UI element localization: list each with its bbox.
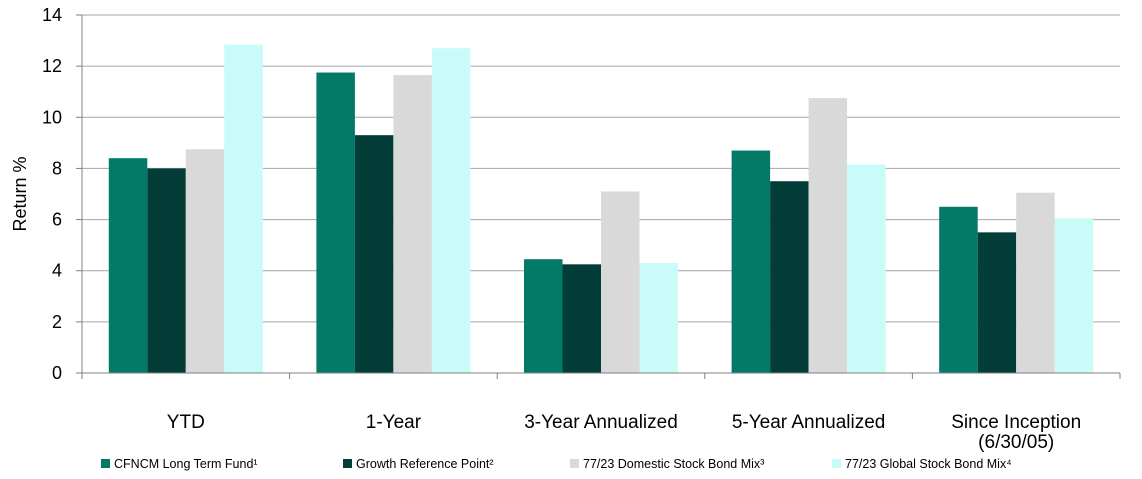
bar-series-2: [562, 264, 601, 373]
bar-series-4: [431, 48, 471, 373]
bar-series-2: [354, 135, 394, 373]
x-category-label: 5-Year Annualized: [732, 412, 886, 433]
x-category-label: 3-Year Annualized: [524, 412, 678, 433]
y-axis-title: Return %: [10, 156, 30, 231]
x-category-label: (6/30/05): [978, 432, 1054, 453]
legend-swatch: [343, 459, 352, 468]
y-tick-label: 14: [42, 5, 62, 25]
y-tick-label: 0: [52, 363, 62, 383]
bar-series-2: [977, 232, 1017, 373]
x-category-label: Since Inception: [951, 412, 1081, 433]
bar-series-1: [316, 72, 355, 374]
x-category-label: 1-Year: [366, 412, 422, 433]
bar-series-1: [939, 206, 978, 373]
bar-series-4: [847, 164, 886, 373]
bar-series-4: [224, 44, 263, 374]
legend-swatch: [570, 459, 579, 468]
bar-series-3: [1016, 192, 1055, 373]
y-tick-label: 4: [52, 261, 62, 281]
y-tick-label: 10: [42, 107, 62, 127]
y-tick-label: 8: [52, 158, 62, 178]
bar-series-2: [147, 168, 186, 373]
bar-series-1: [108, 158, 148, 373]
bar-series-3: [601, 191, 640, 373]
x-category-label: YTD: [167, 412, 205, 433]
legend-label: 77/23 Domestic Stock Bond Mix³: [583, 457, 764, 471]
bar-series-3: [808, 98, 848, 373]
legend-label: CFNCM Long Term Fund¹: [114, 457, 258, 471]
legend-label: 77/23 Global Stock Bond Mix⁴: [845, 457, 1012, 471]
y-tick-label: 12: [42, 56, 62, 76]
legend-swatch: [832, 459, 841, 468]
bar-series-3: [185, 149, 225, 373]
y-tick-label: 2: [52, 312, 62, 332]
bar-series-1: [524, 259, 563, 373]
bar-series-3: [393, 75, 432, 373]
bar-series-1: [731, 150, 771, 373]
legend-label: Growth Reference Point²: [356, 457, 494, 471]
bar-series-4: [1054, 218, 1094, 373]
y-tick-label: 6: [52, 210, 62, 230]
bar-series-2: [770, 181, 809, 373]
bar-series-4: [639, 263, 678, 373]
legend-swatch: [101, 459, 110, 468]
